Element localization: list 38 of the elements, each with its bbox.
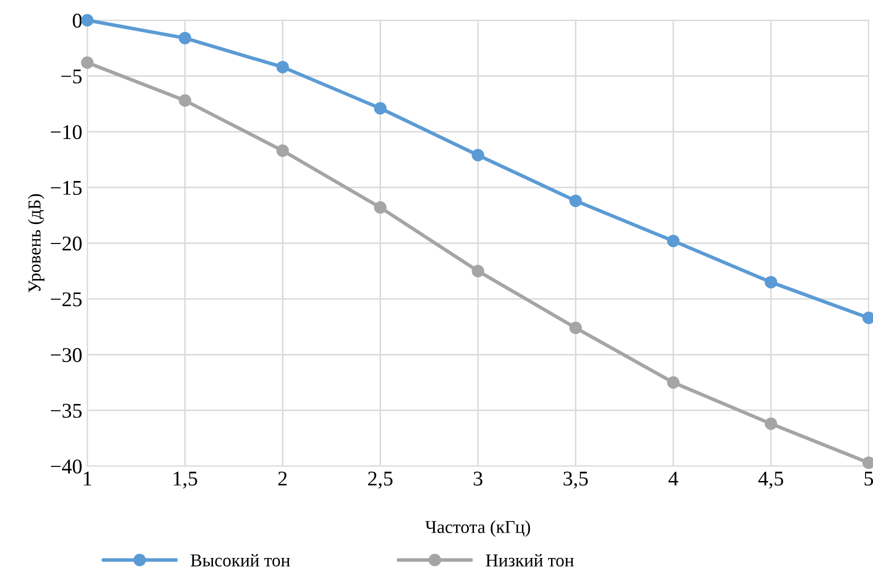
point (81, 14, 94, 27)
point (178, 32, 192, 44)
point (667, 376, 680, 389)
y-tick-label: −30 (50, 348, 82, 362)
point (81, 56, 94, 69)
x-tick-label: 4,5 (758, 472, 784, 489)
y-axis-title: Уровень (дБ) (28, 194, 44, 292)
y-tick-label: −20 (50, 236, 82, 251)
point (276, 60, 289, 74)
x-tick-label: 2 (278, 472, 287, 486)
x-tick-label: 5 (864, 472, 873, 486)
point (472, 148, 484, 162)
point (764, 276, 778, 288)
point (178, 94, 192, 107)
y-tick-label: −15 (50, 180, 82, 195)
point (569, 322, 582, 334)
point (276, 144, 289, 157)
y-tick-label: −35 (50, 404, 82, 418)
point (764, 417, 778, 430)
point (472, 264, 484, 278)
x-axis-title: Частота (кГц) (425, 520, 530, 537)
point (569, 194, 582, 208)
x-tick-label: 4 (668, 472, 678, 486)
y-tick-label: −10 (50, 125, 82, 140)
x-tick-label: 3 (474, 472, 482, 486)
x-tick-label: 1,5 (174, 472, 198, 489)
x-tick-label: 2,5 (368, 472, 393, 489)
y-tick-label: 0 (72, 14, 82, 28)
point (667, 234, 680, 248)
y-tick-label: −40 (50, 459, 82, 474)
legend-label: Низкий тон (486, 554, 574, 566)
legend-label: Высокий тон (190, 554, 290, 566)
point (374, 102, 387, 115)
point (374, 201, 387, 214)
x-tick-label: 1 (84, 472, 92, 486)
x-tick-label: 3,5 (564, 472, 588, 489)
y-tick-label: −5 (61, 70, 82, 84)
y-tick-label: −25 (50, 292, 82, 306)
